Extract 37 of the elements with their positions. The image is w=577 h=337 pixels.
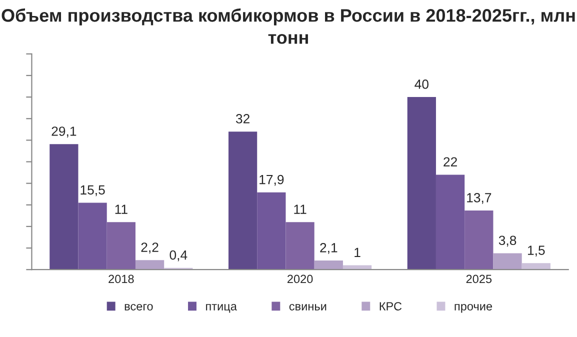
bar — [522, 263, 550, 270]
bar — [228, 132, 258, 270]
data-label: 0,4 — [170, 250, 188, 262]
data-label: 1,5 — [528, 246, 545, 257]
bar — [314, 260, 343, 270]
data-label: 13,7 — [467, 192, 492, 204]
chart-title: Объем производства комбикормов в России в 2018-2025гг., млн тонн — [2, 8, 575, 44]
bar — [106, 222, 136, 270]
data-label: 3,8 — [498, 236, 516, 247]
bar — [407, 97, 436, 270]
x-tick-label: 2018 — [108, 274, 134, 284]
data-label: 2,2 — [141, 242, 158, 254]
legend-label: прочие — [454, 304, 492, 313]
bar — [257, 192, 286, 270]
legend-label: птица — [206, 304, 237, 313]
bar — [464, 210, 494, 270]
bar — [286, 222, 314, 270]
x-tick-label: 2020 — [288, 274, 313, 284]
data-label: 17,9 — [260, 174, 284, 186]
legend-label: свиньи — [289, 304, 326, 310]
bar — [50, 144, 78, 270]
data-label: 11 — [294, 204, 306, 214]
data-label: 2,1 — [320, 243, 338, 254]
data-label: 15,5 — [80, 185, 105, 196]
bar — [436, 174, 465, 270]
legend-label: всего — [124, 304, 153, 310]
data-label: 40 — [414, 80, 428, 89]
data-label: 22 — [444, 157, 457, 166]
x-tick-label: 2025 — [466, 274, 492, 284]
data-label: 29,1 — [52, 126, 76, 138]
bar — [135, 260, 164, 270]
bar — [493, 253, 522, 270]
legend-label: КРС — [380, 302, 402, 310]
bar — [78, 202, 107, 270]
data-label: 11 — [115, 204, 128, 214]
data-label: 32 — [236, 114, 250, 124]
data-label: 1 — [354, 248, 360, 257]
